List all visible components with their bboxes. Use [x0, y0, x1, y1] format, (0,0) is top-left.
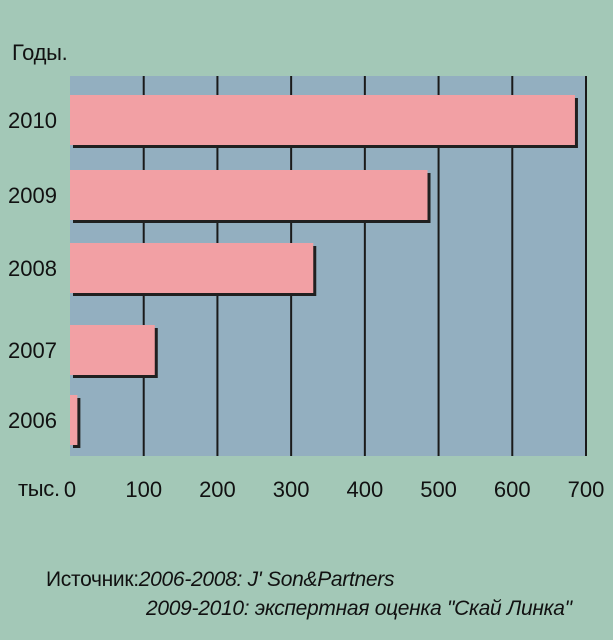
- x-axis-unit-label: тыс.: [18, 476, 60, 501]
- bar-2010: [70, 95, 575, 145]
- y-tick-label-2006: 2006: [8, 408, 57, 433]
- source-text-1: 2006-2008: J' Son&Partners: [138, 568, 395, 591]
- source-note-line2: 2009-2010: экспертная оценка "Скай Линка…: [146, 597, 572, 621]
- x-tick-label-300: 300: [273, 477, 310, 502]
- y-tick-label-2010: 2010: [8, 108, 57, 133]
- source-prefix: Источник:: [46, 568, 139, 591]
- x-tick-label-500: 500: [420, 477, 457, 502]
- source-text-2: 2009-2010: экспертная оценка "Скай Линка…: [146, 597, 572, 620]
- y-axis-label: Годы.: [12, 40, 68, 65]
- x-tick-label-100: 100: [125, 477, 162, 502]
- x-tick-label-200: 200: [199, 477, 236, 502]
- x-tick-label-0: 0: [64, 477, 76, 502]
- bar-2007: [70, 325, 155, 375]
- bar-2006: [70, 395, 78, 445]
- x-tick-label-600: 600: [494, 477, 531, 502]
- bar-2008: [70, 243, 314, 293]
- y-tick-label-2008: 2008: [8, 256, 57, 281]
- bar-2009: [70, 170, 428, 220]
- x-tick-label-400: 400: [346, 477, 383, 502]
- y-tick-label-2007: 2007: [8, 338, 57, 363]
- x-tick-label-700: 700: [568, 477, 605, 502]
- source-note-line1: Источник:2006-2008: J' Son&Partners: [46, 568, 394, 592]
- y-tick-label-2009: 2009: [8, 183, 57, 208]
